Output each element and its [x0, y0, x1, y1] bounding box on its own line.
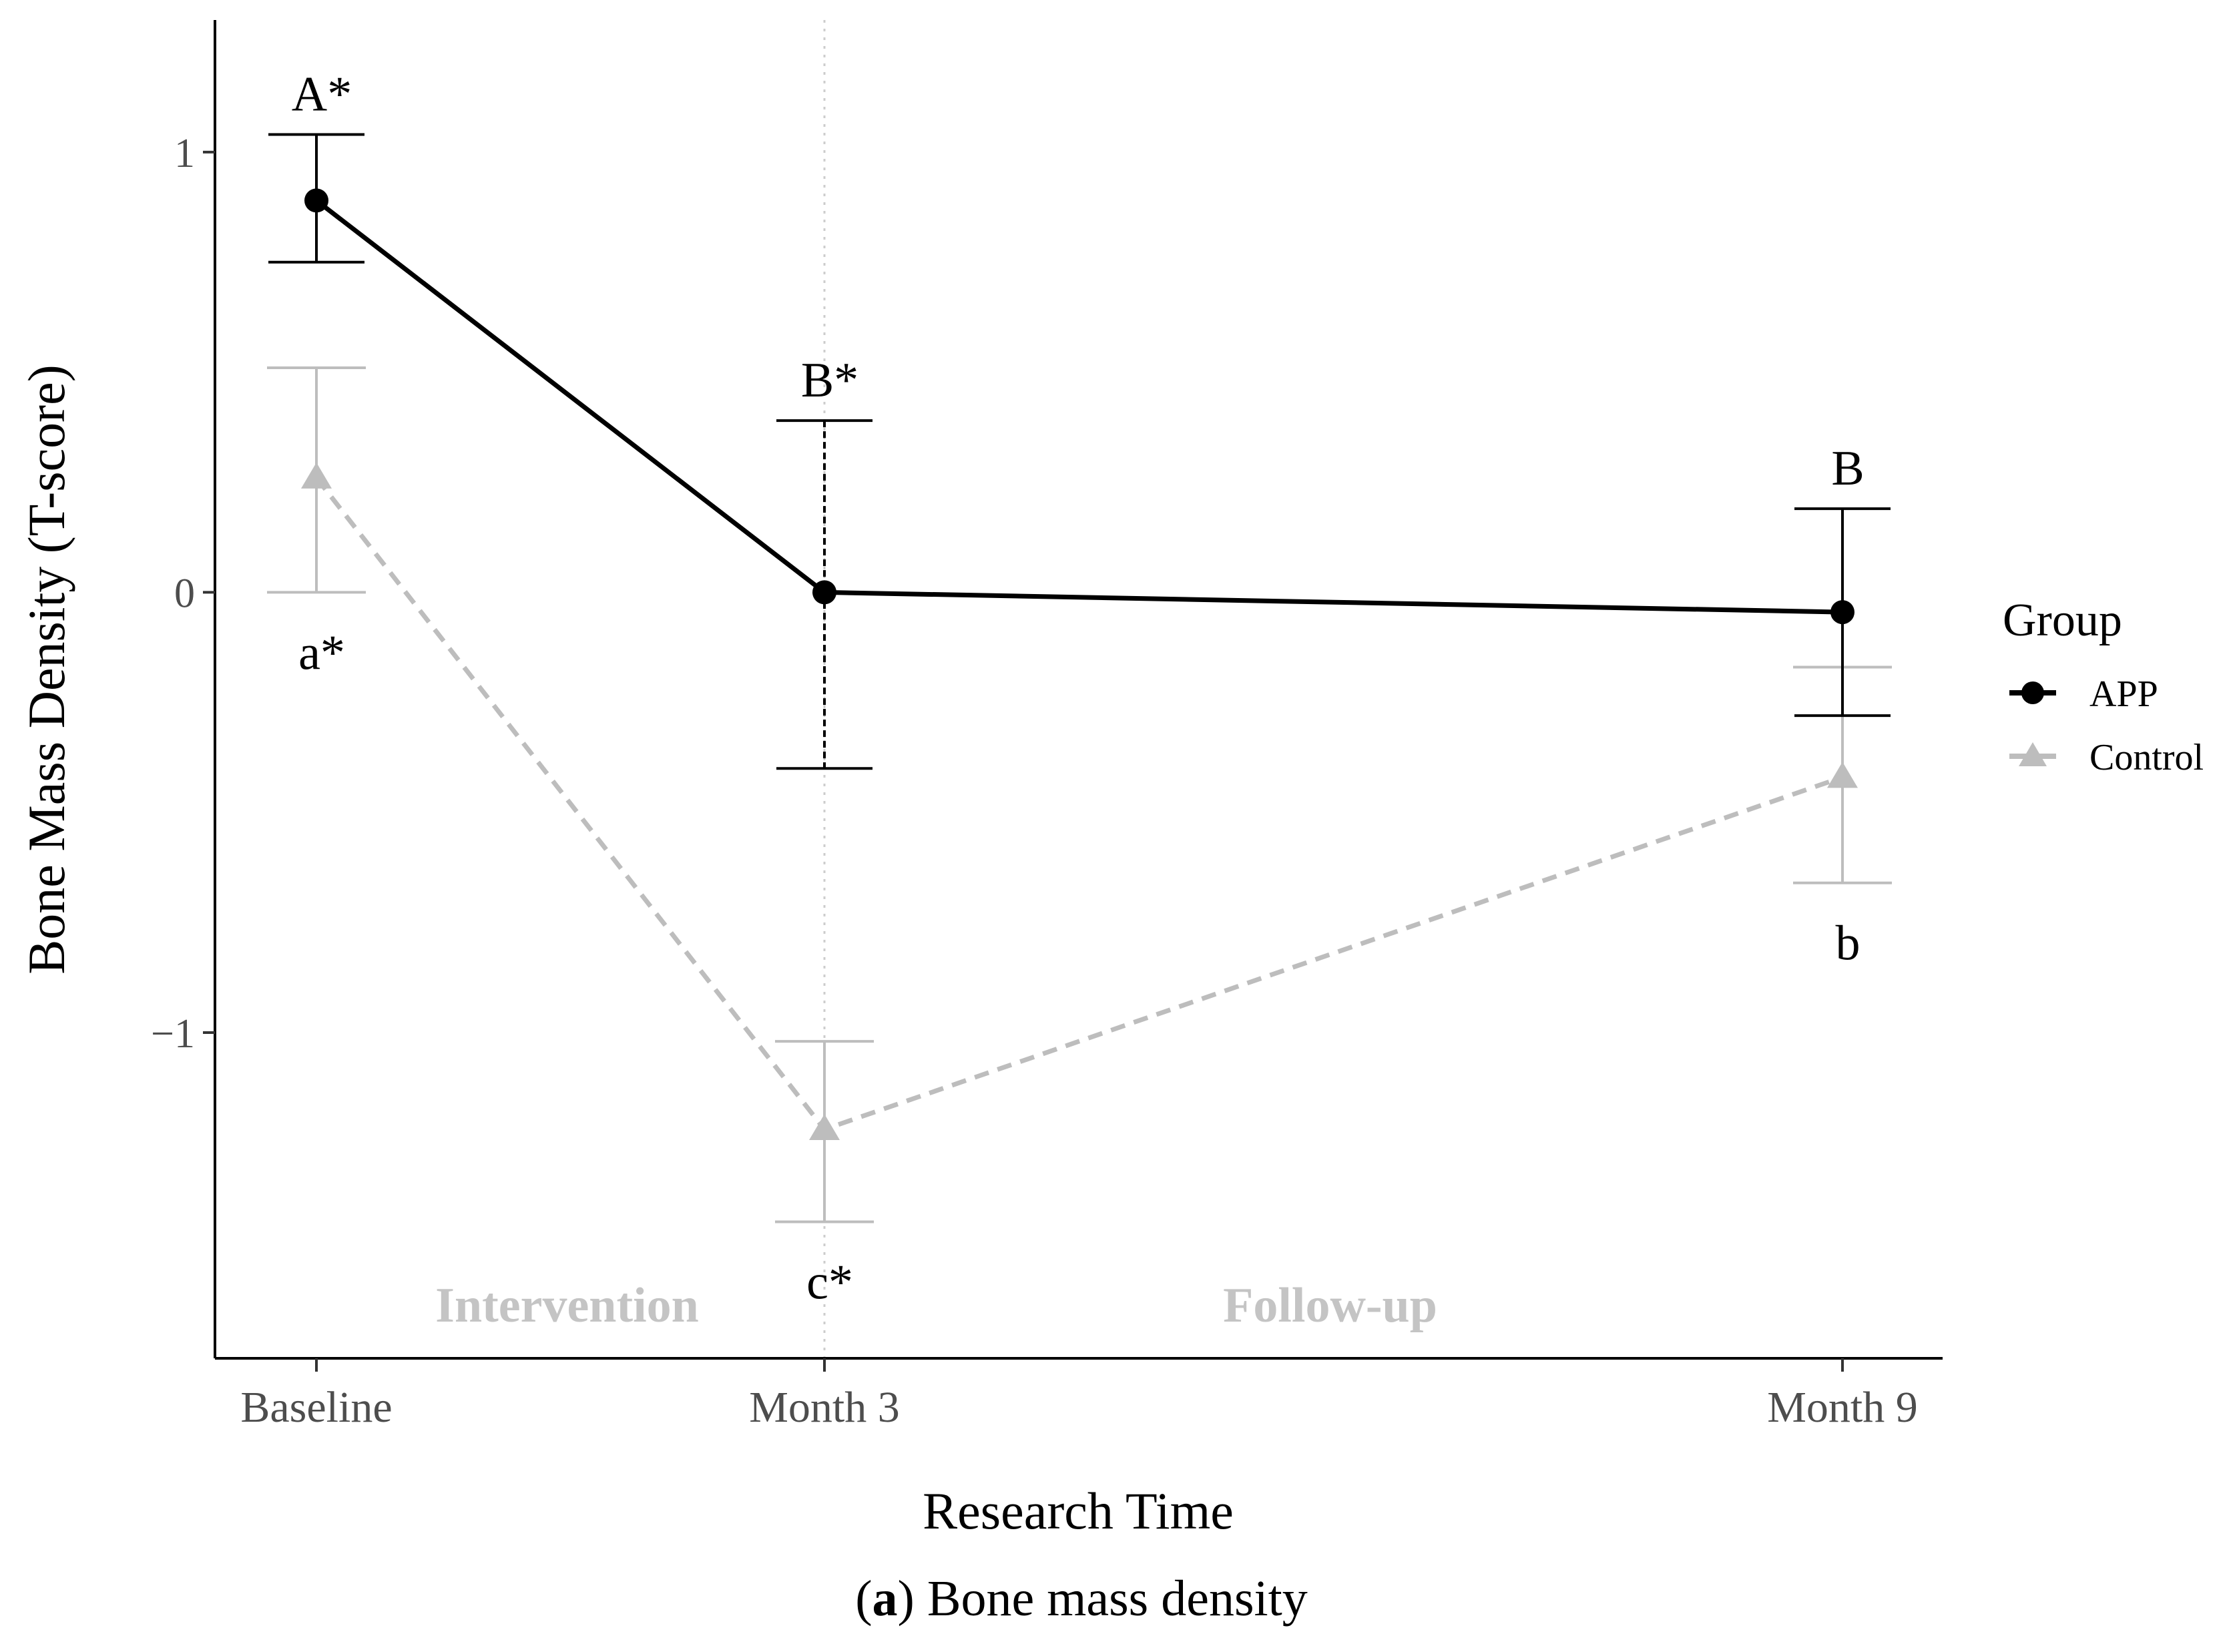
- caption-bold: a: [873, 1571, 898, 1627]
- caption-suffix: ) Bone mass density: [898, 1571, 1308, 1627]
- app-point: [1830, 600, 1854, 625]
- x-tick-label: Month 9: [1767, 1383, 1918, 1432]
- control-significance-label: c*: [806, 1256, 853, 1310]
- control-series-line: [314, 476, 1844, 1132]
- phase-label-follow-up: Follow-up: [1223, 1278, 1437, 1333]
- app-series-line: [314, 198, 1843, 615]
- legend-control-swatch-marker: [2019, 742, 2047, 766]
- app-point: [812, 580, 836, 605]
- phase-label-intervention: Intervention: [435, 1278, 699, 1333]
- control-significance-label: a*: [298, 625, 345, 680]
- control-point: [1827, 762, 1858, 788]
- app-significance-label: A*: [292, 67, 352, 121]
- legend-control-label: Control: [2089, 737, 2204, 778]
- control-point: [809, 1114, 840, 1141]
- y-axis-title: Bone Mass Density (T-score): [17, 364, 75, 974]
- app-significance-label: B*: [801, 353, 858, 408]
- x-tick-label: Baseline: [240, 1383, 392, 1432]
- legend-app-swatch-marker: [2021, 681, 2044, 704]
- legend-app-label: APP: [2089, 673, 2158, 715]
- app-point: [304, 188, 328, 213]
- control-point: [301, 462, 332, 489]
- x-tick-label: Month 3: [749, 1383, 900, 1432]
- x-axis-title: Research Time: [923, 1482, 1234, 1540]
- y-tick-label: 1: [174, 131, 195, 176]
- legend-title: Group: [2003, 595, 2122, 646]
- app-significance-label: B: [1831, 441, 1864, 496]
- y-tick-label: −1: [151, 1011, 195, 1057]
- caption-prefix: (: [855, 1571, 872, 1627]
- caption: (a) Bone mass density: [855, 1571, 1308, 1627]
- control-significance-label: b: [1836, 916, 1861, 971]
- y-tick-label: 0: [174, 571, 195, 616]
